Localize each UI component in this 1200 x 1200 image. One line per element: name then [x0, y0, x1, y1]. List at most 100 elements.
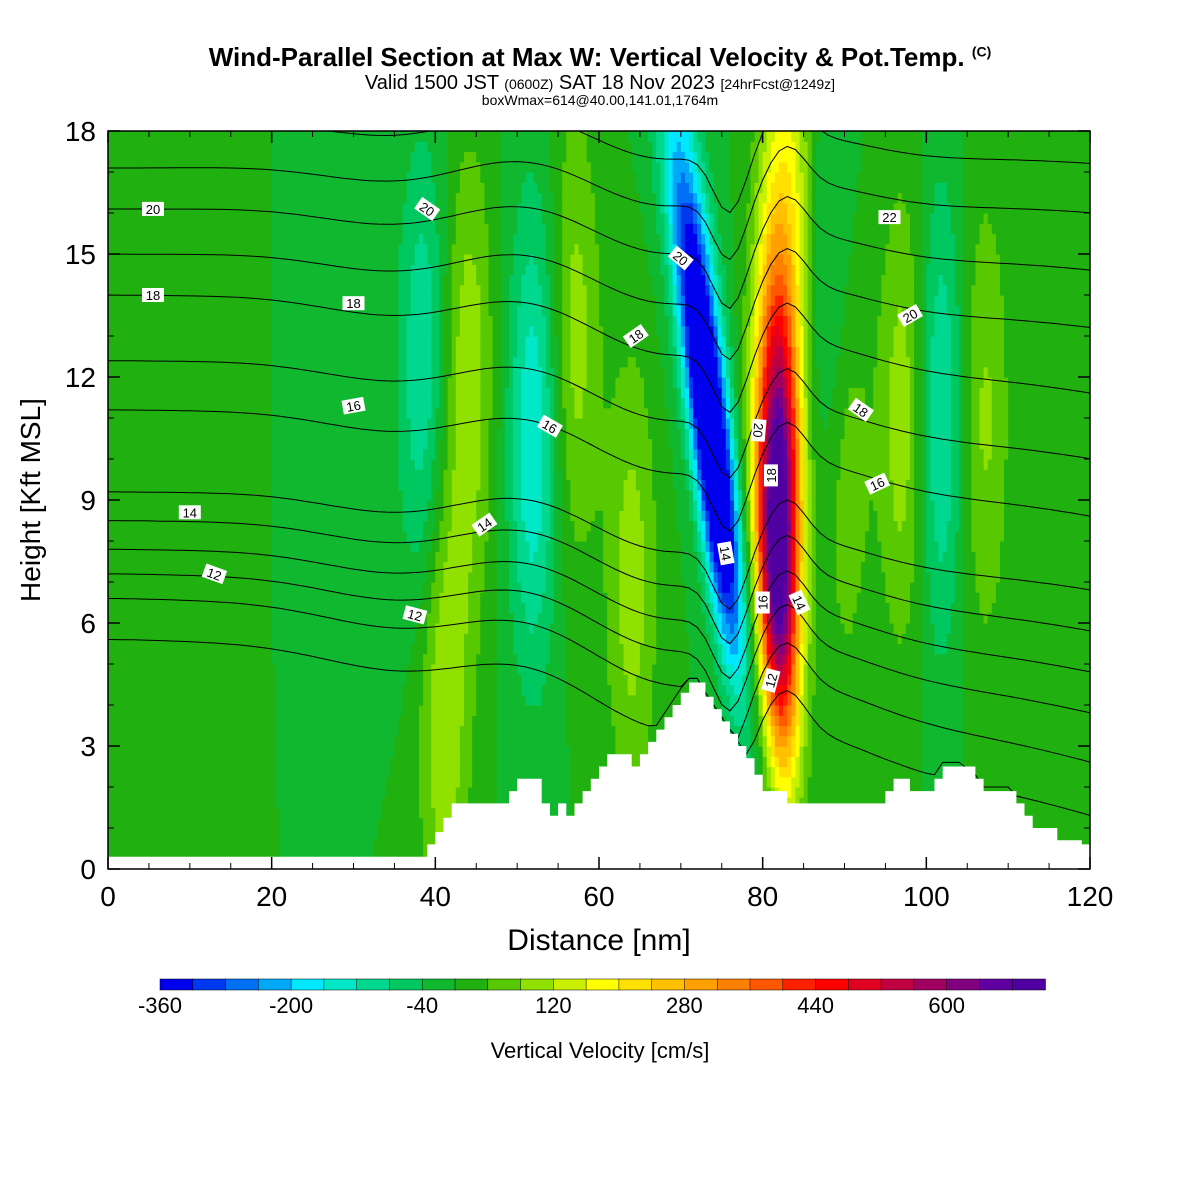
field-cell [108, 828, 113, 839]
field-cell [116, 500, 121, 511]
field-cell [324, 797, 330, 809]
field-cell [202, 828, 207, 839]
field-cell [193, 766, 199, 778]
field-cell [112, 592, 117, 604]
field-cell [136, 705, 142, 716]
field-cell [353, 213, 359, 224]
field-cell [337, 633, 342, 645]
field-cell [296, 592, 301, 604]
field-cell [296, 407, 301, 419]
field-cell [378, 469, 383, 481]
field-cell [230, 541, 236, 552]
field-cell [124, 807, 130, 819]
field-cell [153, 182, 158, 194]
field-cell [365, 828, 371, 839]
field-cell [144, 366, 150, 378]
field-cell [378, 623, 383, 634]
field-cell [161, 756, 166, 768]
field-cell [386, 356, 391, 368]
field-cell [108, 131, 113, 142]
field-cell [136, 397, 142, 409]
field-cell [259, 151, 265, 163]
field-cell [173, 838, 179, 850]
field-cell [308, 131, 314, 142]
field-cell [312, 612, 318, 624]
field-cell [112, 346, 117, 358]
field-cell [324, 448, 330, 460]
field-cell [210, 233, 215, 245]
field-cell [161, 356, 166, 368]
field-cell [140, 828, 146, 839]
field-cell [300, 202, 305, 214]
field-cell [349, 264, 355, 276]
field-cell [386, 592, 391, 604]
field-cell [275, 592, 281, 604]
field-cell [373, 377, 379, 388]
field-cell [189, 407, 195, 419]
field-cell [112, 653, 117, 665]
field-cell [112, 202, 117, 214]
field-cell [361, 674, 367, 686]
field-cell [345, 254, 351, 265]
field-cell [288, 448, 293, 460]
field-cell [230, 828, 236, 839]
field-cell [112, 407, 117, 419]
field-cell [357, 602, 363, 614]
field-cell [193, 479, 199, 491]
field-cell [263, 243, 269, 255]
field-cell [173, 797, 179, 809]
field-cell [259, 500, 265, 511]
field-cell [230, 510, 236, 522]
field-cell [283, 541, 289, 552]
field-cell [259, 336, 265, 347]
field-cell [193, 735, 199, 747]
field-cell [361, 284, 367, 296]
field-cell [128, 202, 134, 214]
field-cell [169, 325, 175, 337]
field-cell [140, 746, 146, 757]
field-cell [328, 694, 334, 706]
field-cell [185, 448, 191, 460]
field-cell [361, 243, 367, 255]
field-cell [230, 500, 236, 511]
field-cell [177, 213, 183, 224]
field-cell [292, 182, 297, 194]
field-cell [136, 797, 142, 809]
field-cell [136, 274, 142, 286]
field-cell [353, 377, 359, 388]
field-cell [271, 243, 277, 255]
field-cell [275, 254, 281, 265]
field-cell [251, 561, 256, 573]
field-cell [185, 182, 191, 194]
field-cell [341, 469, 346, 481]
field-cell [234, 530, 240, 542]
field-cell [283, 202, 289, 214]
field-cell [116, 797, 121, 809]
field-cell [365, 366, 371, 378]
field-cell [349, 766, 355, 778]
field-cell [378, 254, 383, 265]
field-cell [128, 428, 134, 440]
field-cell [279, 407, 285, 419]
field-cell [304, 254, 310, 265]
field-cell [116, 356, 121, 368]
field-cell [140, 592, 146, 604]
field-cell [222, 366, 228, 378]
field-cell [267, 612, 273, 624]
field-cell [337, 828, 342, 839]
field-cell [357, 500, 363, 511]
field-cell [382, 489, 387, 501]
field-cell [324, 664, 330, 675]
field-cell [288, 787, 293, 798]
field-cell [173, 746, 179, 757]
field-cell [234, 161, 240, 173]
field-cell [140, 459, 146, 470]
field-cell [251, 213, 256, 224]
field-cell [120, 684, 125, 696]
field-cell [202, 643, 207, 655]
field-cell [157, 633, 162, 645]
field-cell [148, 213, 154, 224]
field-cell [210, 541, 215, 552]
field-cell [373, 725, 379, 737]
field-cell [116, 633, 121, 645]
